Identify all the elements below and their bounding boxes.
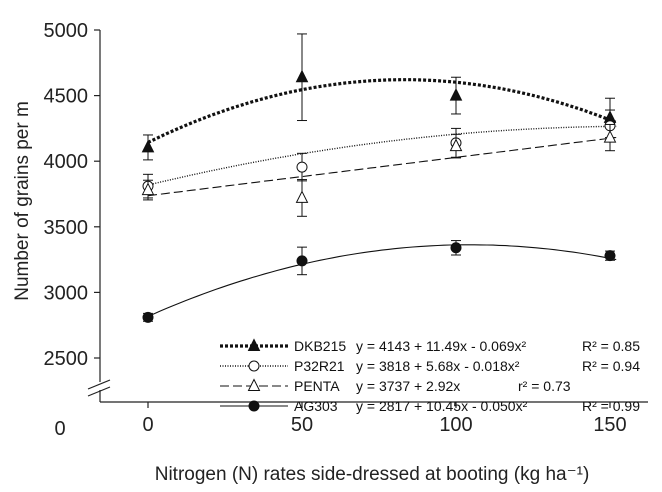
legend-r2: R² = 0.94	[582, 358, 640, 374]
y-tick-label: 3500	[44, 217, 89, 239]
data-point	[141, 182, 155, 196]
x-tick-label: 100	[439, 414, 472, 436]
fit-line	[147, 78, 617, 144]
data-point	[141, 139, 155, 153]
fit-line	[147, 244, 617, 317]
data-point	[296, 161, 308, 173]
data-point	[295, 69, 309, 83]
legend-equation: y = 3818 + 5.68x - 0.018x²	[356, 358, 520, 374]
data-point	[449, 138, 463, 152]
series-dkb215	[141, 33, 617, 161]
data-point	[296, 255, 308, 267]
legend-item-ag303: AG303 y = 2817 + 10.45x - 0.050x² R² = 0.9…	[220, 398, 640, 414]
series-penta	[141, 123, 617, 217]
x-tick-label: 150	[593, 414, 626, 436]
data-point	[142, 311, 154, 323]
legend-marker	[247, 338, 261, 351]
legend-marker	[247, 378, 261, 391]
legend-equation: y = 4143 + 11.49x - 0.069x²	[356, 338, 527, 354]
legend-item-p32r21: P32R21 y = 3818 + 5.68x - 0.018x² R² = 0.9…	[220, 358, 640, 374]
legend-label: P32R21	[294, 358, 345, 374]
legend-marker	[248, 360, 260, 372]
legend-label: DKB215	[294, 338, 346, 354]
axes: 2500 3000 3500 4000 4500 5000 0 0 50 100 150	[44, 20, 648, 440]
fit-line	[147, 125, 617, 186]
data-point	[604, 250, 616, 262]
legend-r2: r² = 0.73	[518, 378, 571, 394]
data-point	[603, 129, 617, 143]
series-layer	[141, 33, 617, 323]
axis-break-mark	[87, 379, 111, 390]
legend-equation: y = 2817 + 10.45x - 0.050x²	[356, 398, 528, 414]
legend-r2: R² = 0.99	[582, 398, 640, 414]
legend-equation: y = 3737 + 2.92x	[356, 378, 460, 394]
y-axis-title: Number of grains per m	[12, 101, 33, 301]
y-tick-label: 3000	[44, 282, 89, 304]
data-point	[450, 242, 462, 254]
y-tick-label: 4500	[44, 86, 89, 108]
data-point	[449, 87, 463, 101]
legend-item-dkb215: DKB215 y = 4143 + 11.49x - 0.069x² R² = 0.…	[220, 338, 640, 354]
series-p32r21	[142, 109, 617, 199]
x-tick-label: 0	[142, 414, 153, 436]
legend-label: PENTA	[294, 378, 340, 394]
data-point	[295, 190, 309, 203]
y-tick-label: 5000	[44, 20, 89, 42]
legend-r2: R² = 0.85	[582, 338, 640, 354]
legend-item-penta: PENTA y = 3737 + 2.92x r² = 0.73	[220, 378, 571, 394]
axis-break-mark	[87, 386, 111, 397]
y-tick-label-zero: 0	[54, 418, 65, 440]
x-axis-title: Nitrogen (N) rates side-dressed at booti…	[155, 464, 590, 485]
y-tick-label: 2500	[44, 348, 89, 370]
legend-label: AG303	[294, 398, 338, 414]
x-tick-label: 50	[291, 414, 313, 436]
y-tick-label: 4000	[44, 151, 89, 173]
series-ag303	[142, 240, 617, 323]
legend-marker	[248, 400, 260, 412]
legend: DKB215 y = 4143 + 11.49x - 0.069x² R² = 0.…	[220, 338, 640, 414]
fit-line	[147, 136, 617, 197]
